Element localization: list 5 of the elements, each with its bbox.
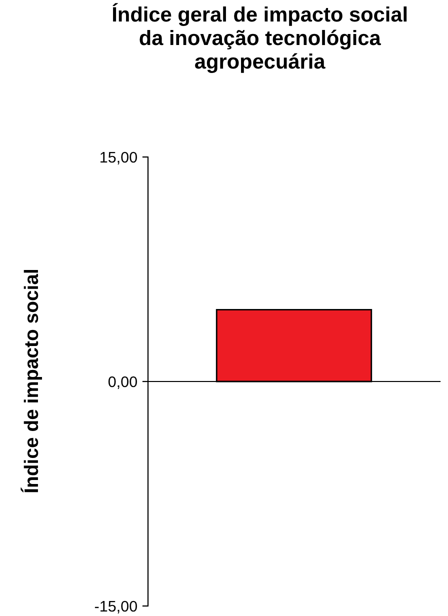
y-axis-title: Índice de impacto social [20,270,42,492]
y-tick-label: 0,00 [108,376,137,389]
chart-title: Índice geral de impacto social da inovação tecnológica agropecuária [112,3,407,73]
y-tick-label: 15,00 [100,152,137,164]
y-tick-label: -15,00 [94,600,137,614]
